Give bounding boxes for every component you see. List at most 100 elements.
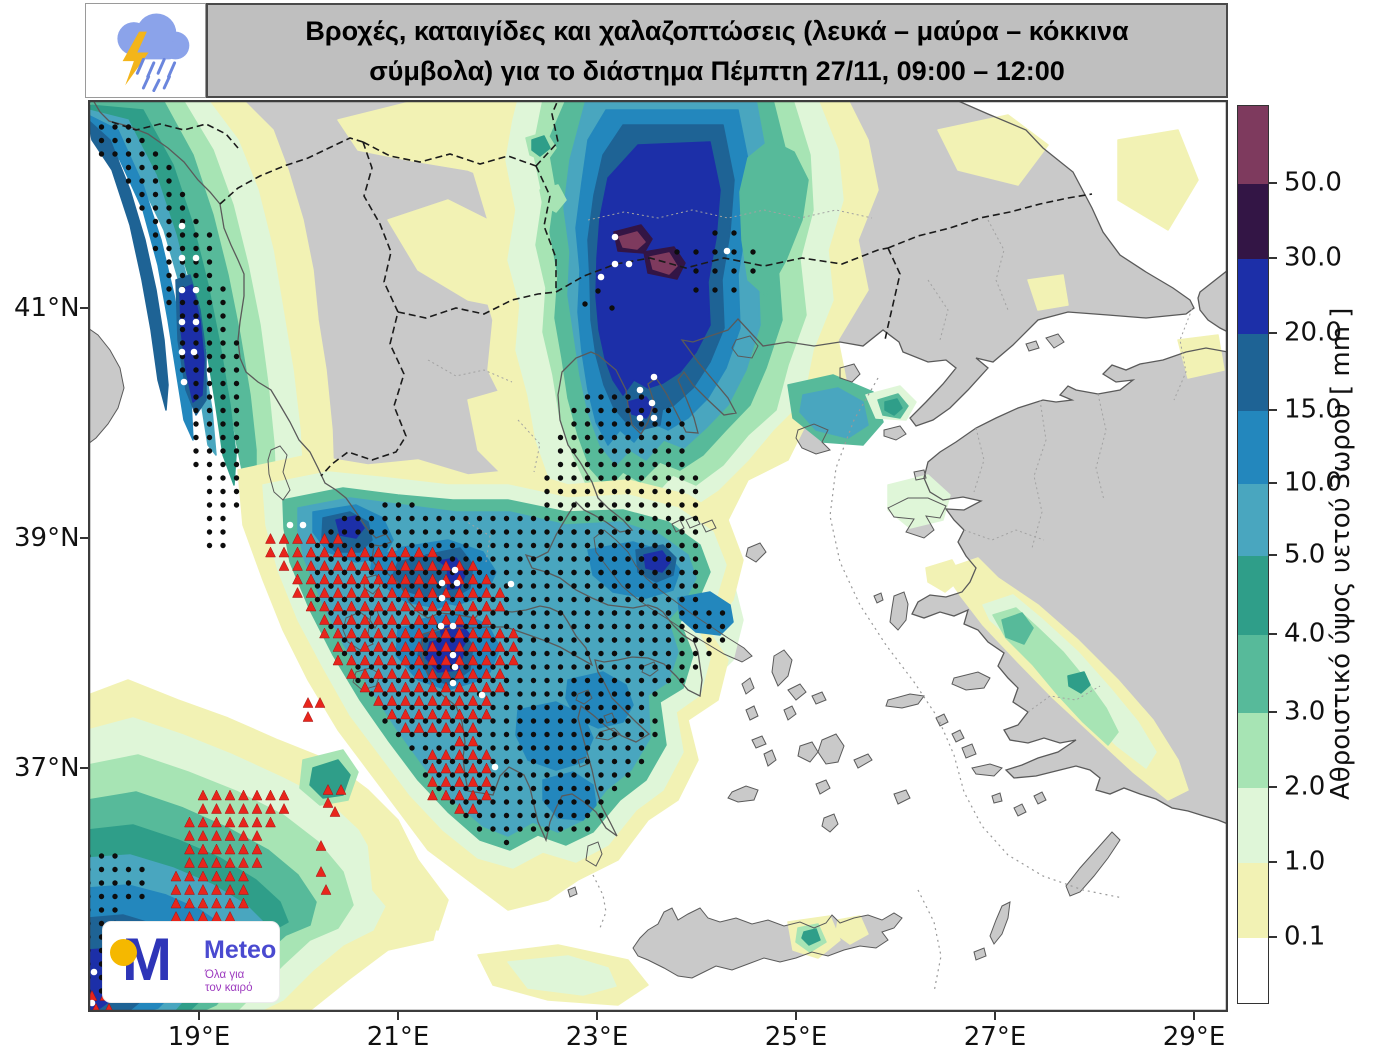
- storm-symbol: [517, 569, 523, 576]
- storm-symbol: [328, 596, 334, 603]
- hail-symbol: [427, 748, 438, 760]
- storm-symbol: [598, 664, 604, 670]
- hail-symbol: [413, 627, 425, 639]
- storm-symbol: [638, 718, 645, 724]
- storm-symbol: [557, 704, 564, 711]
- storm-symbol: [571, 421, 577, 427]
- storm-symbol: [584, 745, 591, 751]
- storm-symbol: [611, 407, 618, 414]
- storm-symbol: [220, 502, 226, 508]
- storm-symbol: [530, 691, 537, 697]
- storm-symbol: [233, 448, 240, 454]
- hail-symbol: [413, 613, 425, 625]
- storm-symbol: [98, 866, 105, 873]
- storm-symbol: [490, 569, 496, 576]
- storm-symbol: [557, 664, 564, 670]
- rain-symbol: [491, 763, 499, 771]
- storm-symbol: [625, 610, 631, 616]
- storm-symbol: [544, 623, 550, 630]
- storm-symbol: [449, 596, 456, 603]
- storm-symbol: [611, 461, 618, 468]
- storm-symbol: [368, 637, 375, 643]
- hail-symbol: [184, 883, 195, 895]
- rain-symbol: [178, 222, 186, 230]
- storm-symbol: [409, 515, 415, 522]
- storm-symbol: [584, 785, 591, 792]
- storm-symbol: [503, 515, 510, 522]
- hail-symbol: [319, 613, 330, 625]
- hail-symbol: [238, 789, 249, 801]
- storm-symbol: [652, 623, 658, 630]
- hail-symbol: [400, 667, 411, 679]
- rain-symbol: [178, 286, 186, 294]
- storm-symbol: [139, 893, 145, 900]
- hail-symbol: [238, 897, 249, 909]
- storm-symbol: [503, 812, 510, 819]
- storm-symbol: [341, 515, 348, 522]
- storm-symbol: [679, 448, 685, 454]
- hail-symbol: [224, 816, 236, 828]
- storm-symbol: [220, 488, 226, 495]
- storm-symbol: [625, 421, 631, 427]
- storm-symbol: [557, 772, 564, 778]
- storm-symbol: [463, 569, 469, 576]
- storm-symbol: [449, 515, 456, 522]
- storm-symbol: [233, 461, 240, 468]
- storm-symbol: [220, 434, 226, 441]
- storm-symbol: [544, 731, 550, 738]
- storm-symbol: [611, 434, 618, 441]
- storm-symbol: [193, 272, 199, 279]
- storm-symbol: [517, 704, 523, 711]
- hail-symbol: [454, 775, 465, 787]
- colorbar-tick-label: 3.0: [1284, 696, 1326, 727]
- storm-symbol: [571, 785, 577, 792]
- storm-symbol: [463, 610, 469, 616]
- storm-symbol: [652, 556, 658, 562]
- hail-symbol: [386, 546, 398, 558]
- storm-symbol: [652, 731, 658, 738]
- storm-symbol: [530, 596, 537, 603]
- storm-symbol: [544, 475, 550, 481]
- storm-symbol: [665, 623, 672, 630]
- storm-symbol: [571, 475, 577, 481]
- storm-symbol: [490, 637, 496, 643]
- storm-symbol: [609, 305, 615, 311]
- hail-symbol: [346, 654, 357, 666]
- storm-symbol: [557, 529, 564, 535]
- hail-symbol: [440, 789, 452, 801]
- storm-symbol: [503, 596, 510, 603]
- storm-symbol: [193, 448, 199, 454]
- storm-symbol: [679, 515, 685, 522]
- colorbar-segment: [1238, 863, 1268, 938]
- storm-symbol: [314, 583, 321, 589]
- rain-symbol: [192, 318, 200, 326]
- storm-symbol: [206, 421, 213, 427]
- rain-symbol: [650, 414, 658, 422]
- y-axis-label: 41°N: [14, 293, 80, 323]
- storm-symbol: [625, 461, 631, 468]
- hail-symbol: [494, 600, 506, 612]
- storm-symbol: [750, 249, 756, 255]
- hail-symbol: [359, 667, 371, 679]
- storm-symbol: [638, 664, 645, 670]
- storm-symbol: [665, 637, 672, 643]
- storm-symbol: [98, 853, 105, 859]
- storm-symbol: [679, 502, 685, 508]
- storm-symbol: [193, 299, 199, 306]
- storm-symbol: [206, 272, 213, 279]
- storm-symbol: [530, 718, 537, 724]
- storm-symbol: [611, 772, 618, 778]
- hail-symbol: [454, 802, 465, 814]
- storm-symbol: [449, 610, 456, 616]
- storm-symbol: [395, 677, 402, 684]
- storm-symbol: [490, 785, 496, 792]
- storm-symbol: [571, 812, 577, 819]
- hail-symbol: [400, 681, 411, 693]
- storm-symbol: [422, 691, 429, 697]
- hail-symbol: [373, 559, 384, 571]
- storm-symbol: [436, 745, 442, 751]
- storm-symbol: [463, 529, 469, 535]
- hail-symbol: [400, 559, 411, 571]
- hail-symbol: [359, 600, 371, 612]
- hail-symbol: [359, 640, 371, 652]
